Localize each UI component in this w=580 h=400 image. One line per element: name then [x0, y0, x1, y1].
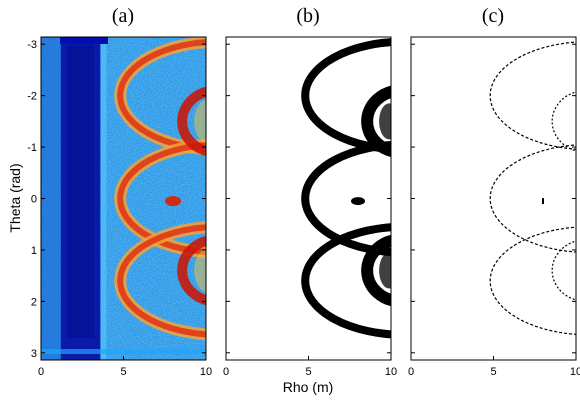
x-tick-label: 10 [200, 366, 212, 378]
blob [351, 197, 365, 206]
edge-arc [301, 140, 391, 257]
x-tick-label: 10 [570, 366, 580, 378]
y-tick-label: -2 [27, 91, 37, 103]
thin-arc [489, 144, 576, 253]
hot-region [194, 99, 206, 144]
x-axis-title: Rho (m) [283, 379, 334, 395]
y-tick-label: -1 [27, 142, 37, 154]
panel-a-band-edge [100, 37, 107, 360]
panel-c-plot [411, 37, 576, 360]
edge-hot-region [379, 252, 391, 289]
edge-hot-arc [361, 85, 391, 157]
x-tick-label: 10 [385, 366, 397, 378]
axis-ticks: 0 5 10 0 5 10 0 5 10 -3 -2 -1 0 1 2 3 [27, 39, 580, 378]
x-tick-label: 0 [223, 366, 229, 378]
panel-a-left-band [41, 37, 61, 360]
panel-a-plot [41, 37, 206, 360]
y-tick-label: -3 [27, 39, 37, 51]
edge-hot-arc [361, 234, 391, 307]
heat-arc [117, 141, 206, 256]
panel-b-title: (b) [296, 5, 319, 27]
hot-region [194, 248, 206, 293]
edge-hot-region [379, 103, 391, 140]
thin-arc [489, 41, 576, 150]
y-tick-label: 2 [31, 296, 37, 308]
y-tick-label: 3 [31, 348, 37, 360]
panel-a-bottom-strip [41, 349, 206, 354]
panel-c-background [411, 37, 576, 360]
x-tick-label: 0 [38, 366, 44, 378]
hot-arc [177, 235, 206, 306]
panel-c-arcs [489, 41, 576, 335]
blob [542, 198, 544, 205]
panel-b-plot [226, 37, 391, 360]
panel-c-title: (c) [482, 5, 504, 27]
y-tick-label: 1 [31, 245, 37, 257]
panel-b-arcs [301, 38, 391, 339]
thin-arc [489, 226, 576, 335]
panel-a-top-strip [60, 37, 108, 44]
blob [165, 196, 181, 207]
edge-arc [301, 38, 391, 154]
heat-arc [117, 224, 206, 338]
x-tick-label: 5 [490, 366, 496, 378]
x-tick-label: 5 [305, 366, 311, 378]
x-tick-label: 5 [120, 366, 126, 378]
panel-a-dark-band-core [66, 45, 95, 338]
panel-a-title: (a) [112, 5, 134, 27]
x-tick-label: 0 [408, 366, 414, 378]
panel-a-arcs [114, 37, 206, 341]
y-tick-label: 0 [31, 194, 37, 206]
hot-arc [177, 86, 206, 156]
edge-arc [301, 223, 391, 339]
y-axis-title: Theta (rad) [7, 163, 23, 232]
heat-arc [117, 39, 206, 153]
